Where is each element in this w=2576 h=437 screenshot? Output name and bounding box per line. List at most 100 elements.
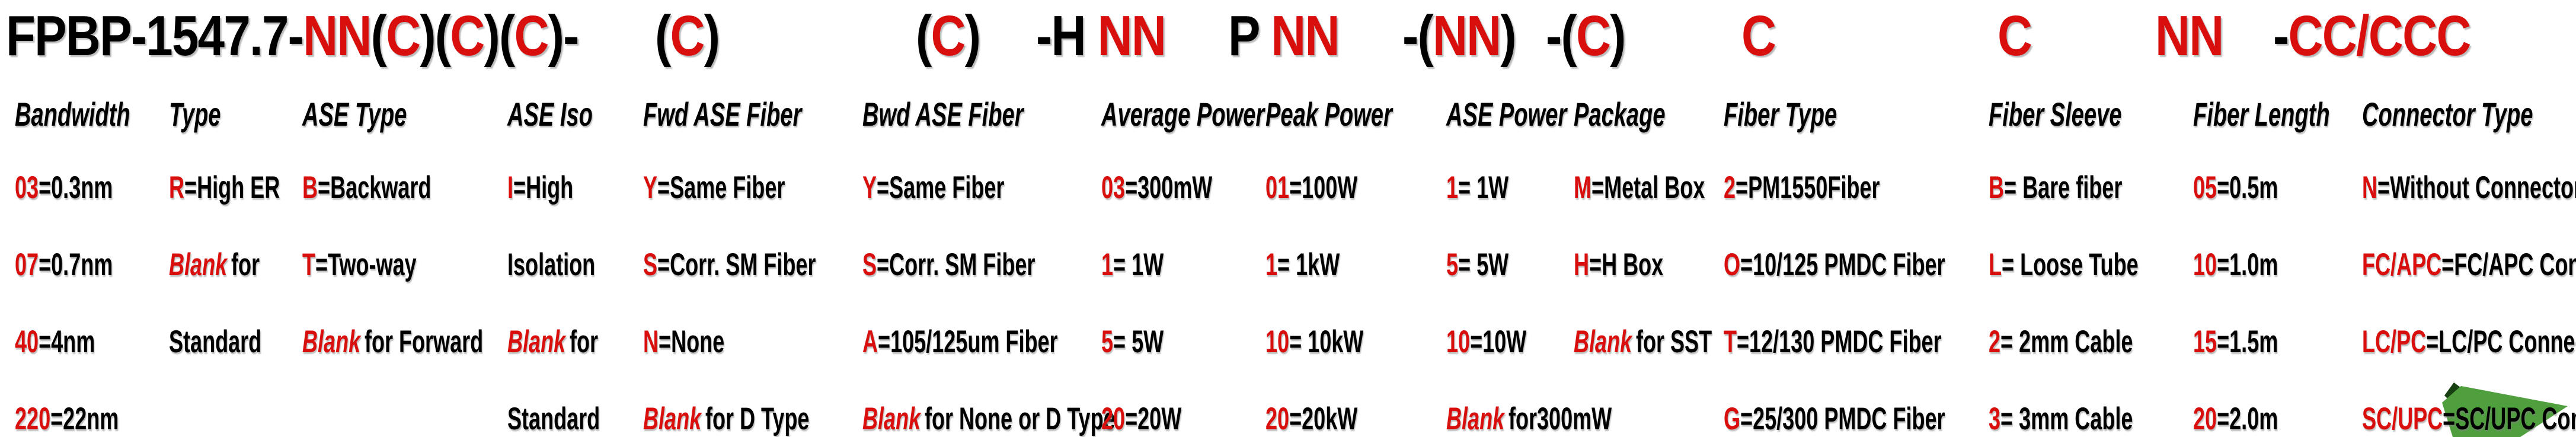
table-cell: Isolation <box>507 247 600 324</box>
code-token: B <box>1989 170 2005 205</box>
table-cell: Y=Same Fiber <box>643 170 816 247</box>
table-cell: H=H Box <box>1574 247 1712 324</box>
part-number-segment: C <box>1741 4 1776 69</box>
table-cell: 3= 3mm Cable <box>1989 401 2139 437</box>
code-token: 20 <box>1101 401 1126 436</box>
text-token: ( <box>434 4 451 68</box>
part-number-segment: -(NN) <box>1402 4 1517 69</box>
code-token: C <box>1575 4 1611 68</box>
code-token: 5 <box>1446 247 1459 282</box>
table-cell: 03=300mW <box>1101 170 1264 247</box>
code-token: S <box>862 247 877 282</box>
code-token: 03 <box>15 170 39 205</box>
code-token: 2 <box>1724 170 1736 205</box>
code-token: C <box>514 4 549 68</box>
text-token: ) <box>484 4 500 68</box>
text-token: =4nm <box>39 324 95 359</box>
text-token: =Metal Box <box>1591 170 1705 205</box>
part-number-segment: -H NN <box>1036 4 1166 69</box>
part-number-segment: FPBP-1547.7-NN(C)(C)(C)- <box>6 4 579 69</box>
code-token: Blank <box>643 401 702 436</box>
code-token: NN <box>1271 4 1340 68</box>
table-cell: S=Corr. SM Fiber <box>862 247 1116 324</box>
text-token: =Two-way <box>315 247 417 282</box>
text-token: for None or D Type <box>924 401 1116 436</box>
code-token: N <box>643 324 659 359</box>
column-ase-type: ASE Type B=Backward T=Two-way Blank for Forw… <box>302 95 568 437</box>
text-token: ) <box>964 4 981 68</box>
table-cell: 01=100W <box>1265 170 1392 247</box>
text-token: =20kW <box>1289 401 1358 436</box>
code-token: 1 <box>1446 170 1459 205</box>
text-token: for Forward <box>364 324 484 359</box>
table-cell: T=Two-way <box>302 247 483 324</box>
table-cell: 03=0.3nm <box>15 170 130 247</box>
text-token: =FC/APC Connector <box>2441 247 2576 282</box>
column-header: Fwd ASE Fiber <box>643 95 802 133</box>
table-cell: FC/APC=FC/APC Connector <box>2362 247 2576 324</box>
text-token: for <box>569 324 598 359</box>
table-cell: R=High ER <box>169 170 280 247</box>
column-connector-type: Connector Type N=Without Connector FC/APC=… <box>2362 95 2576 437</box>
code-token: 220 <box>15 401 51 436</box>
table-cell: O=10/125 PMDC Fiber <box>1724 247 1945 324</box>
table-cell: 1= 1kW <box>1265 247 1392 324</box>
text-token: =PM1550Fiber <box>1736 170 1880 205</box>
code-token: 40 <box>15 324 39 359</box>
text-token: =H Box <box>1589 247 1664 282</box>
text-token: Standard <box>169 324 262 359</box>
code-token: 10 <box>1265 324 1290 359</box>
table-cell <box>302 401 483 437</box>
text-token: =Without Connector <box>2377 170 2576 205</box>
table-cell: 5= 5W <box>1101 324 1264 401</box>
column-header: ASE Power <box>1446 95 1567 133</box>
code-token: NN <box>1432 4 1501 68</box>
text-token: ( <box>916 4 932 68</box>
text-token: =300mW <box>1125 170 1213 205</box>
table-cell: B=Backward <box>302 170 483 247</box>
table-cell: LC/PC=LC/PC Connector <box>2362 324 2576 401</box>
table-cell: 05=0.5m <box>2193 170 2330 247</box>
table-cell: Y=Same Fiber <box>862 170 1116 247</box>
text-token: =High ER <box>184 170 280 205</box>
code-token: Blank <box>1574 324 1632 359</box>
column-fwd-ase-fiber: Fwd ASE Fiber Y=Same Fiber S=Corr. SM Fibe… <box>643 95 897 437</box>
text-token: =SC/UPC Connector <box>2443 401 2576 436</box>
code-token: Blank <box>169 247 228 282</box>
code-token: A <box>862 324 878 359</box>
code-token: M <box>1574 170 1592 205</box>
column-header: Fiber Length <box>2193 95 2330 133</box>
column-header: Bwd ASE Fiber <box>862 95 1024 133</box>
text-token: =100W <box>1289 170 1358 205</box>
part-number-segment: NN <box>2155 4 2224 69</box>
part-number-segment: -CC/CCC <box>2273 4 2471 69</box>
spec-table: Bandwidth 03=0.3nm 07=0.7nm 40=4nm 220=22nm T… <box>0 95 2576 437</box>
text-token: FPBP-1547.7- <box>6 4 304 68</box>
text-token: =LC/PC Connector <box>2426 324 2576 359</box>
table-cell: 1= 1W <box>1101 247 1264 324</box>
code-token: I <box>507 170 514 205</box>
text-token: P <box>1228 4 1271 68</box>
code-token: Blank <box>507 324 566 359</box>
column-fiber-length: Fiber Length 05=0.5m 10=1.0m 15=1.5m 20=2.0m <box>2193 95 2394 437</box>
column-peak-power: Peak Power 01=100W 1= 1kW 10= 10kW 20=20kW <box>1265 95 1452 437</box>
code-token: 2 <box>1989 324 2001 359</box>
table-cell: 5= 5W <box>1446 247 1612 324</box>
text-token: = Loose Tube <box>2002 247 2139 282</box>
text-token: = 3mm Cable <box>2000 401 2133 436</box>
code-token: 3 <box>1989 401 2001 436</box>
code-token: T <box>302 247 316 282</box>
code-token: NN <box>2155 4 2224 68</box>
table-cell <box>169 401 280 437</box>
text-token: =None <box>659 324 725 359</box>
code-token: FC/APC <box>2362 247 2442 282</box>
code-token: Blank <box>1446 401 1505 436</box>
table-cell: Blank for <box>507 324 600 401</box>
text-token: Standard <box>507 401 600 436</box>
table-cell: 07=0.7nm <box>15 247 130 324</box>
text-token: =10/125 PMDC Fiber <box>1740 247 1945 282</box>
column-header: Bandwidth <box>15 95 130 133</box>
text-token: =22nm <box>50 401 119 436</box>
text-token: =High <box>513 170 574 205</box>
